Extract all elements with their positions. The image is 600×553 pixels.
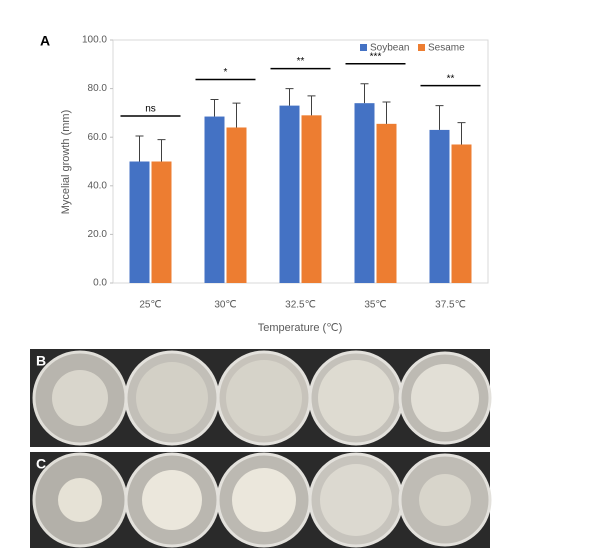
- x-tick-label: 37.5℃: [435, 300, 466, 311]
- colony: [226, 360, 302, 436]
- error-bar: [307, 95, 316, 116]
- photo-panel-b: B: [30, 349, 492, 447]
- legend-label: Sesame: [428, 43, 465, 54]
- panel-label: C: [36, 456, 46, 472]
- error-bar: [360, 83, 369, 104]
- significance-label: *: [224, 67, 228, 78]
- bar: [376, 123, 397, 284]
- y-tick-label: 40.0: [88, 180, 108, 191]
- x-axis-label: Temperature (℃): [258, 322, 343, 334]
- legend-swatch: [360, 44, 367, 51]
- significance-label: ***: [370, 51, 382, 62]
- x-tick-label: 35℃: [364, 300, 386, 311]
- bar: [151, 161, 172, 283]
- colony: [136, 362, 208, 434]
- x-tick-label: 25℃: [139, 300, 161, 311]
- colony: [318, 360, 394, 436]
- bar: [204, 116, 225, 283]
- bar: [301, 115, 322, 283]
- bar: [451, 144, 472, 283]
- colony: [232, 468, 296, 532]
- error-bar: [382, 101, 391, 124]
- bar: [354, 103, 375, 284]
- y-axis-label: Mycelial growth (mm): [60, 110, 72, 215]
- x-tick-label: 32.5℃: [285, 300, 316, 311]
- significance-label: ns: [145, 104, 156, 115]
- colony: [320, 464, 392, 536]
- error-bar: [435, 105, 444, 130]
- plot-frame: [112, 39, 489, 284]
- colony: [411, 364, 479, 432]
- colony: [142, 470, 202, 530]
- colony: [52, 370, 108, 426]
- panel-label: A: [40, 33, 50, 49]
- error-bar: [285, 88, 294, 106]
- x-tick-label: 30℃: [214, 300, 236, 311]
- photo-panel-c: C: [30, 452, 492, 548]
- bar: [129, 161, 150, 283]
- error-bar: [135, 135, 144, 162]
- error-bar: [210, 99, 219, 117]
- y-tick-label: 100.0: [82, 35, 107, 46]
- significance-label: **: [297, 56, 305, 67]
- y-tick-label: 20.0: [88, 229, 108, 240]
- panel-label: B: [36, 353, 46, 369]
- colony: [419, 474, 471, 526]
- colony: [58, 478, 102, 522]
- legend-swatch: [418, 44, 425, 51]
- bar: [279, 105, 300, 283]
- error-bar: [157, 139, 166, 162]
- y-tick-label: 80.0: [88, 83, 108, 94]
- dishes: [32, 350, 492, 446]
- error-bar: [457, 122, 466, 145]
- y-tick-label: 0.0: [93, 278, 107, 289]
- y-tick-label: 60.0: [88, 132, 108, 143]
- significance-label: **: [447, 73, 455, 84]
- error-bar: [232, 102, 241, 128]
- bar: [429, 129, 450, 283]
- legend-label: Soybean: [370, 43, 409, 54]
- bar: [226, 127, 247, 283]
